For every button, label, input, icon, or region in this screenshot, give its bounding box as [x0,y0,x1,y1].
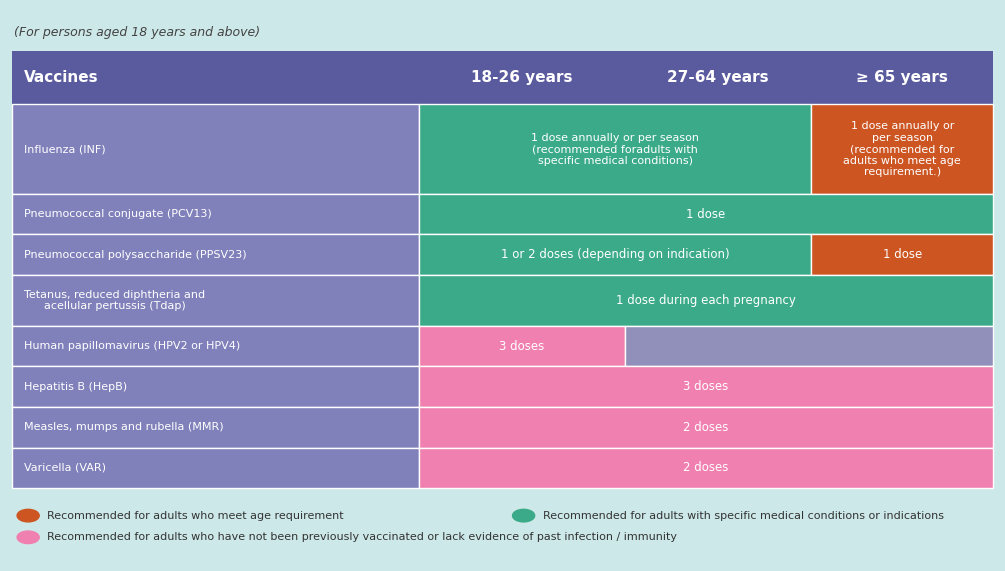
Bar [12,104,419,194]
Bar [419,448,993,488]
Bar [12,194,419,235]
Bar [12,275,419,326]
Bar [12,235,419,275]
Text: Varicella (VAR): Varicella (VAR) [24,463,107,473]
Text: Hepatitis B (HepB): Hepatitis B (HepB) [24,381,128,392]
Text: Recommended for adults who have not been previously vaccinated or lack evidence : Recommended for adults who have not been… [47,532,677,542]
Bar [419,407,993,448]
Circle shape [513,509,535,522]
Circle shape [17,531,39,544]
Bar [419,275,993,326]
Text: 3 doses: 3 doses [683,380,729,393]
Bar [12,407,419,448]
Text: 1 dose annually or per season
(recommended foradults with
specific medical condi: 1 dose annually or per season (recommend… [532,132,699,166]
Text: 2 doses: 2 doses [683,461,729,475]
Circle shape [17,509,39,522]
Bar [625,326,993,367]
Text: Pneumococcal polysaccharide (PPSV23): Pneumococcal polysaccharide (PPSV23) [24,250,247,260]
Bar [419,104,811,194]
Text: Measles, mumps and rubella (MMR): Measles, mumps and rubella (MMR) [24,423,224,432]
Bar [12,367,419,407]
Bar [12,448,419,488]
Bar [419,194,993,235]
Bar [419,235,811,275]
Text: Recommended for adults who meet age requirement: Recommended for adults who meet age requ… [47,510,344,521]
Text: (For persons aged 18 years and above): (For persons aged 18 years and above) [14,26,260,39]
Bar [419,326,625,367]
Bar [12,51,993,104]
Text: 1 dose: 1 dose [882,248,922,261]
Text: Recommended for adults with specific medical conditions or indications: Recommended for adults with specific med… [543,510,944,521]
Text: 18-26 years: 18-26 years [471,70,573,86]
Text: Pneumococcal conjugate (PCV13): Pneumococcal conjugate (PCV13) [24,209,212,219]
Text: ≥ 65 years: ≥ 65 years [856,70,948,86]
Text: 3 doses: 3 doses [499,340,545,352]
Bar [419,367,993,407]
Bar [12,326,419,367]
Bar [811,235,993,275]
Bar [811,104,993,194]
Text: 1 dose: 1 dose [686,208,726,220]
Text: 1 dose during each pregnancy: 1 dose during each pregnancy [616,294,796,307]
Text: Tetanus, reduced diphtheria and
acellular pertussis (Tdap): Tetanus, reduced diphtheria and acellula… [24,289,205,311]
Text: Human papillomavirus (HPV2 or HPV4): Human papillomavirus (HPV2 or HPV4) [24,341,240,351]
Text: Vaccines: Vaccines [24,70,98,86]
Text: Influenza (INF): Influenza (INF) [24,144,106,154]
Text: 1 or 2 doses (depending on indication): 1 or 2 doses (depending on indication) [500,248,730,261]
Text: 1 dose annually or
per season
(recommended for
adults who meet age
requirement.): 1 dose annually or per season (recommend… [843,121,961,178]
Text: 27-64 years: 27-64 years [667,70,769,86]
Text: 2 doses: 2 doses [683,421,729,434]
